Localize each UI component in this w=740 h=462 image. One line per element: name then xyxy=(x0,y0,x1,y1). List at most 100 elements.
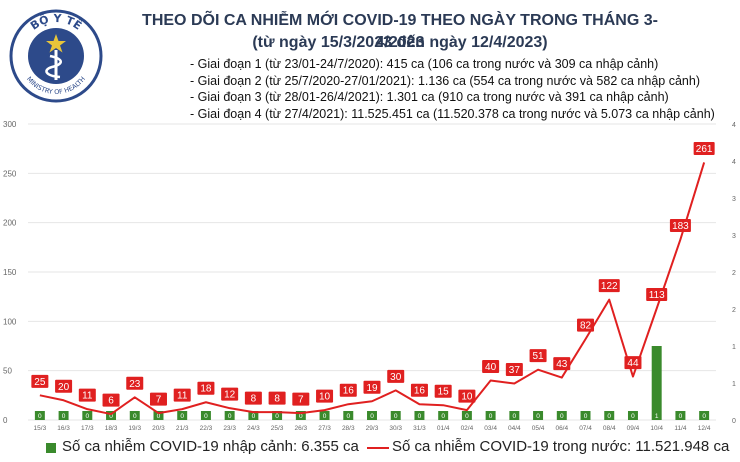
import-case-bar xyxy=(177,411,188,420)
x-axis-tick-label: 07/4 xyxy=(579,425,592,432)
x-axis-tick-label: 16/3 xyxy=(57,425,70,432)
import-case-bar xyxy=(604,411,615,420)
import-case-bar-label: 0 xyxy=(584,413,588,420)
domestic-case-data-label: 6 xyxy=(108,396,114,407)
domestic-case-label-box xyxy=(482,360,500,374)
import-case-bar xyxy=(414,411,425,420)
domestic-case-data-label: 23 xyxy=(129,379,141,390)
domestic-case-data-label: 261 xyxy=(696,144,713,155)
domestic-case-data-label: 15 xyxy=(438,387,450,398)
import-case-bar-label: 0 xyxy=(394,413,398,420)
import-case-bar xyxy=(224,411,235,420)
import-case-bar-label: 0 xyxy=(536,413,540,420)
import-case-bar-label: 0 xyxy=(38,413,42,420)
legend-bar-label: Số ca nhiễm COVID-19 nhập cảnh: 6.355 ca xyxy=(62,438,359,455)
x-axis-tick-label: 17/3 xyxy=(81,425,94,432)
domestic-case-data-label: 8 xyxy=(274,394,280,405)
right-axis-tick-label: 2 xyxy=(732,270,736,277)
domestic-case-label-box xyxy=(102,393,120,407)
domestic-case-label-box xyxy=(55,379,73,393)
import-case-bar-label: 0 xyxy=(513,413,517,420)
domestic-case-data-label: 11 xyxy=(82,391,93,402)
import-case-bar xyxy=(34,411,45,420)
domestic-case-label-box xyxy=(339,383,357,397)
domestic-case-label-box xyxy=(553,357,571,371)
x-axis-tick-label: 04/4 xyxy=(508,425,521,432)
domestic-case-data-label: 20 xyxy=(58,382,70,393)
domestic-case-data-label: 7 xyxy=(156,395,162,406)
domestic-case-label-box xyxy=(529,349,547,363)
x-axis-tick-label: 25/3 xyxy=(271,425,284,432)
domestic-case-label-box xyxy=(292,392,310,406)
domestic-case-data-label: 7 xyxy=(298,395,304,406)
domestic-case-label-box xyxy=(244,391,262,405)
domestic-case-label-box xyxy=(458,389,476,403)
x-axis-tick-label: 21/3 xyxy=(176,425,189,432)
import-case-bar xyxy=(556,411,567,420)
import-case-bar xyxy=(343,411,354,420)
left-axis-tick-label: 100 xyxy=(3,317,17,326)
domestic-case-data-label: 8 xyxy=(251,394,257,405)
x-axis-tick-label: 18/3 xyxy=(105,425,118,432)
domestic-case-data-label: 25 xyxy=(34,377,46,388)
domestic-case-label-box xyxy=(316,389,334,403)
import-case-bar-label: 0 xyxy=(631,413,635,420)
domestic-case-data-label: 12 xyxy=(224,390,236,401)
import-case-bar xyxy=(461,411,472,420)
x-axis-tick-label: 26/3 xyxy=(294,425,307,432)
right-axis-tick-label: 4 xyxy=(732,159,736,166)
import-case-bar xyxy=(390,411,401,420)
domestic-case-label-box xyxy=(78,388,96,402)
import-case-bar xyxy=(200,411,211,420)
x-axis-tick-label: 28/3 xyxy=(342,425,355,432)
import-case-bar-label: 0 xyxy=(299,413,303,420)
legend-line-swatch xyxy=(367,447,389,449)
import-case-bar xyxy=(295,411,306,420)
right-axis-ticks: 0 1 1 2 2 3 3 4 4 xyxy=(732,122,736,425)
right-axis-tick-label: 2 xyxy=(732,307,736,314)
import-case-bar xyxy=(58,411,69,420)
svg-text:BỘ Y TẾ: BỘ Y TẾ xyxy=(28,12,86,33)
domestic-case-label-box xyxy=(577,318,595,332)
chart-legend: Số ca nhiễm COVID-19 nhập cảnh: 6.355 ca… xyxy=(0,436,740,460)
domestic-case-data-label: 122 xyxy=(601,281,618,292)
import-case-bar xyxy=(533,411,544,420)
domestic-case-data-label: 10 xyxy=(319,392,331,403)
domestic-case-data-label: 82 xyxy=(580,321,592,332)
x-axis-tick-label: 06/4 xyxy=(555,425,568,432)
import-case-bar xyxy=(509,411,520,420)
domestic-case-label-box xyxy=(363,380,381,394)
domestic-case-label-box xyxy=(434,384,452,398)
import-case-bar-label: 0 xyxy=(346,413,350,420)
domestic-case-labels: 25 20 11 6 23 7 11 18 12 8 8 7 10 16 19 30 16 15 10 40 37 51 4… xyxy=(31,141,715,407)
x-axis-tick-label: 09/4 xyxy=(627,425,640,432)
import-case-bar xyxy=(319,411,330,420)
left-axis-tick-label: 200 xyxy=(3,219,17,228)
chart-subtitle: (từ ngày 15/3/2023 đến ngày 12/4/2023) xyxy=(252,34,548,51)
domestic-case-data-label: 30 xyxy=(390,372,402,383)
import-case-bar xyxy=(651,346,662,420)
x-axis-tick-label: 20/3 xyxy=(152,425,165,432)
domestic-case-data-label: 40 xyxy=(485,362,497,373)
x-axis-tick-label: 27/3 xyxy=(318,425,331,432)
domestic-case-label-box xyxy=(31,374,49,388)
import-case-bar-label: 0 xyxy=(133,413,137,420)
domestic-case-label-box xyxy=(126,376,144,390)
domestic-case-label-box xyxy=(669,218,691,232)
x-axis-tick-label: 19/3 xyxy=(128,425,141,432)
domestic-case-data-label: 10 xyxy=(461,392,473,403)
left-axis-tick-label: 50 xyxy=(3,367,12,376)
x-axis-tick-label: 23/3 xyxy=(223,425,236,432)
grid-lines xyxy=(28,123,716,421)
x-axis-ticks: 15/3 16/3 17/3 18/3 19/3 20/3 21/3 22/3 23/3 24/3… xyxy=(34,425,711,432)
x-axis-tick-label: 29/3 xyxy=(366,425,379,432)
x-axis-tick-label: 24/3 xyxy=(247,425,260,432)
left-axis-ticks: 0 50 100 150 200 250 300 xyxy=(3,120,17,425)
ministry-of-health-logo: BỘ Y TẾ MINISTRY OF HEALTH xyxy=(9,9,103,103)
x-axis-tick-label: 11/4 xyxy=(674,425,687,432)
phase-4-summary: - Giai đoạn 4 (từ 27/4/2021): 11.525.451… xyxy=(190,106,715,121)
import-case-bar-label: 0 xyxy=(204,413,208,420)
domestic-case-data-label: 43 xyxy=(556,359,568,370)
x-axis-tick-label: 02/4 xyxy=(461,425,474,432)
